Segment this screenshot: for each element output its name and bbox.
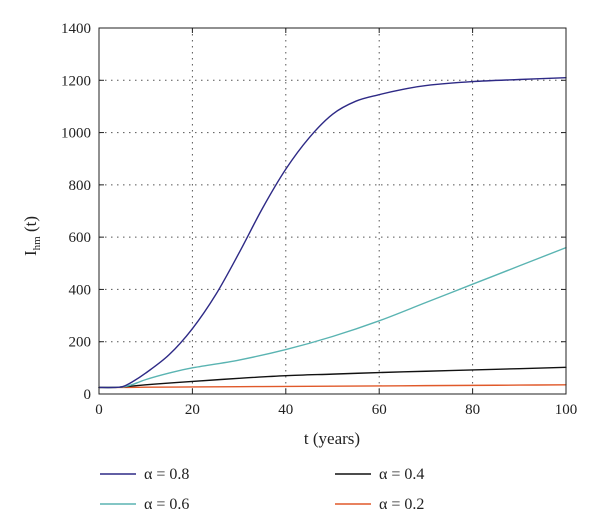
y-axis-title: Ihm (t) <box>21 216 43 256</box>
x-tick-label: 40 <box>278 402 293 418</box>
x-tick-label: 20 <box>185 402 200 418</box>
x-axis-title: t (years) <box>304 429 360 448</box>
x-tick-label: 60 <box>372 402 387 418</box>
y-axis-title-subscript: hm <box>31 236 43 251</box>
plot-frame <box>98 27 567 395</box>
x-tick-label: 100 <box>555 402 578 418</box>
legend-label-alpha-02: α = 0.2 <box>379 496 424 513</box>
y-tick-label: 1200 <box>61 73 91 89</box>
legend-label-alpha-06: α = 0.6 <box>144 496 189 513</box>
y-tick-label: 1000 <box>61 126 91 142</box>
x-tick-label: 80 <box>465 402 480 418</box>
legend: α = 0.8 α = 0.6 α = 0.4 α = 0.2 <box>100 466 424 513</box>
legend-label-alpha-08: α = 0.8 <box>144 466 189 483</box>
y-tick-label: 800 <box>69 178 92 194</box>
series-line-alpha-06 <box>98 246 567 389</box>
x-tick-label: 0 <box>95 402 103 418</box>
axes <box>98 27 567 395</box>
y-tick-label: 600 <box>69 230 92 246</box>
series-line-alpha-02 <box>98 384 567 389</box>
y-tick-label: 0 <box>84 387 92 403</box>
data-series <box>98 76 567 389</box>
y-tick-label: 1400 <box>61 21 91 37</box>
series-line-alpha-04 <box>98 366 567 389</box>
series-line-alpha-08 <box>98 76 567 389</box>
y-axis-title-main: I <box>21 250 40 256</box>
y-tick-label: 400 <box>69 282 92 298</box>
grid-lines <box>99 28 566 394</box>
y-axis-title-tail: (t) <box>21 216 40 236</box>
legend-label-alpha-04: α = 0.4 <box>379 466 424 483</box>
y-tick-label: 200 <box>69 335 92 351</box>
